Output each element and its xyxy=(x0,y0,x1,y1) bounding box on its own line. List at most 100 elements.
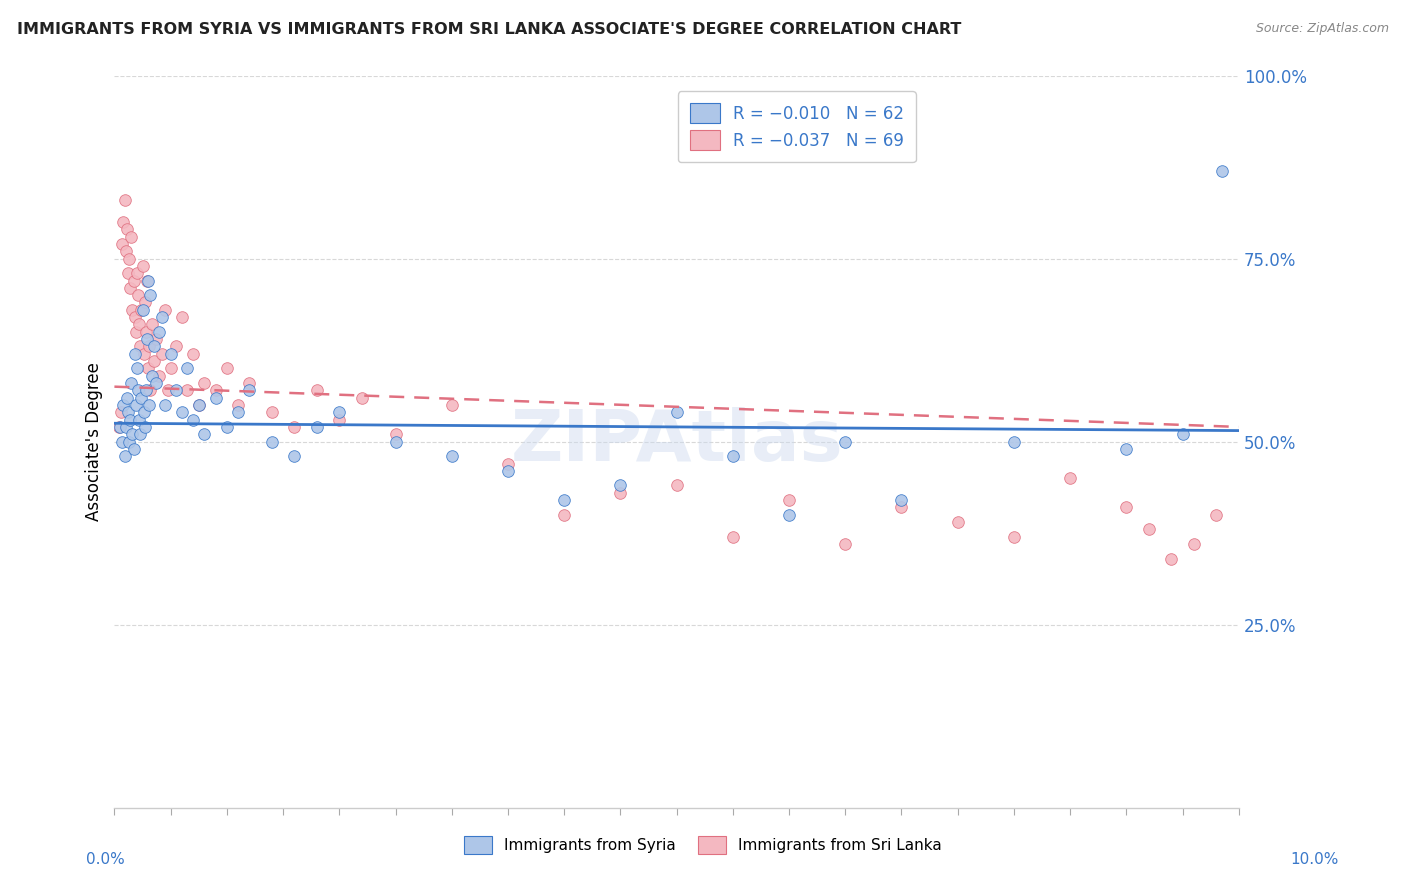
Point xyxy=(134,295,156,310)
Point xyxy=(150,347,173,361)
Point xyxy=(124,347,146,361)
Point xyxy=(125,361,148,376)
Point xyxy=(131,302,153,317)
Point xyxy=(108,420,131,434)
Point xyxy=(135,325,157,339)
Point xyxy=(665,478,688,492)
Text: 0.0%: 0.0% xyxy=(86,852,125,867)
Point xyxy=(120,281,142,295)
Point xyxy=(260,434,283,449)
Point xyxy=(114,449,136,463)
Point xyxy=(127,288,149,302)
Point xyxy=(121,427,143,442)
Point xyxy=(328,405,350,419)
Point xyxy=(215,420,238,434)
Point xyxy=(165,339,187,353)
Point xyxy=(120,376,142,390)
Point xyxy=(138,398,160,412)
Point xyxy=(128,318,150,332)
Point xyxy=(117,405,139,419)
Point xyxy=(384,434,406,449)
Point xyxy=(778,508,800,522)
Point xyxy=(125,398,148,412)
Point xyxy=(136,273,159,287)
Point xyxy=(117,266,139,280)
Point xyxy=(136,361,159,376)
Point xyxy=(122,273,145,287)
Point xyxy=(131,391,153,405)
Point xyxy=(115,391,138,405)
Point xyxy=(131,259,153,273)
Point xyxy=(114,420,136,434)
Point xyxy=(238,376,260,390)
Point xyxy=(305,384,328,398)
Text: IMMIGRANTS FROM SYRIA VS IMMIGRANTS FROM SRI LANKA ASSOCIATE'S DEGREE CORRELATIO: IMMIGRANTS FROM SYRIA VS IMMIGRANTS FROM… xyxy=(17,22,962,37)
Point xyxy=(1059,471,1081,485)
Point xyxy=(946,515,969,529)
Point xyxy=(145,376,167,390)
Point xyxy=(328,412,350,426)
Point xyxy=(139,288,162,302)
Point xyxy=(111,434,134,449)
Point xyxy=(128,412,150,426)
Point xyxy=(260,405,283,419)
Text: ZIPAtlas: ZIPAtlas xyxy=(510,407,844,476)
Point xyxy=(138,339,160,353)
Point xyxy=(129,427,152,442)
Point xyxy=(1160,551,1182,566)
Point xyxy=(148,325,170,339)
Point xyxy=(778,493,800,508)
Point xyxy=(112,215,135,229)
Point xyxy=(120,412,142,426)
Point xyxy=(283,420,305,434)
Point xyxy=(136,273,159,287)
Point xyxy=(305,420,328,434)
Point xyxy=(110,405,132,419)
Point xyxy=(125,266,148,280)
Point xyxy=(1137,523,1160,537)
Point xyxy=(142,354,165,368)
Point xyxy=(141,318,163,332)
Point xyxy=(150,310,173,325)
Point xyxy=(170,310,193,325)
Point xyxy=(1002,434,1025,449)
Point xyxy=(1115,500,1137,515)
Point xyxy=(665,405,688,419)
Point xyxy=(165,384,187,398)
Point xyxy=(141,368,163,383)
Point xyxy=(159,347,181,361)
Point xyxy=(350,391,373,405)
Point xyxy=(193,427,215,442)
Point xyxy=(108,420,131,434)
Point xyxy=(1211,163,1233,178)
Point xyxy=(721,530,744,544)
Point xyxy=(609,478,631,492)
Point xyxy=(1182,537,1205,551)
Point xyxy=(238,384,260,398)
Point xyxy=(181,347,204,361)
Point xyxy=(181,412,204,426)
Point xyxy=(283,449,305,463)
Point xyxy=(384,427,406,442)
Point xyxy=(134,420,156,434)
Point xyxy=(170,405,193,419)
Point xyxy=(153,302,176,317)
Point xyxy=(148,368,170,383)
Point xyxy=(193,376,215,390)
Point xyxy=(1171,427,1194,442)
Point xyxy=(1002,530,1025,544)
Point xyxy=(187,398,209,412)
Point xyxy=(204,391,226,405)
Point xyxy=(1205,508,1227,522)
Point xyxy=(111,236,134,251)
Point xyxy=(136,332,159,346)
Point xyxy=(121,302,143,317)
Point xyxy=(204,384,226,398)
Text: 10.0%: 10.0% xyxy=(1291,852,1339,867)
Point xyxy=(145,332,167,346)
Point xyxy=(153,398,176,412)
Point xyxy=(139,384,162,398)
Point xyxy=(834,537,856,551)
Point xyxy=(496,457,519,471)
Point xyxy=(215,361,238,376)
